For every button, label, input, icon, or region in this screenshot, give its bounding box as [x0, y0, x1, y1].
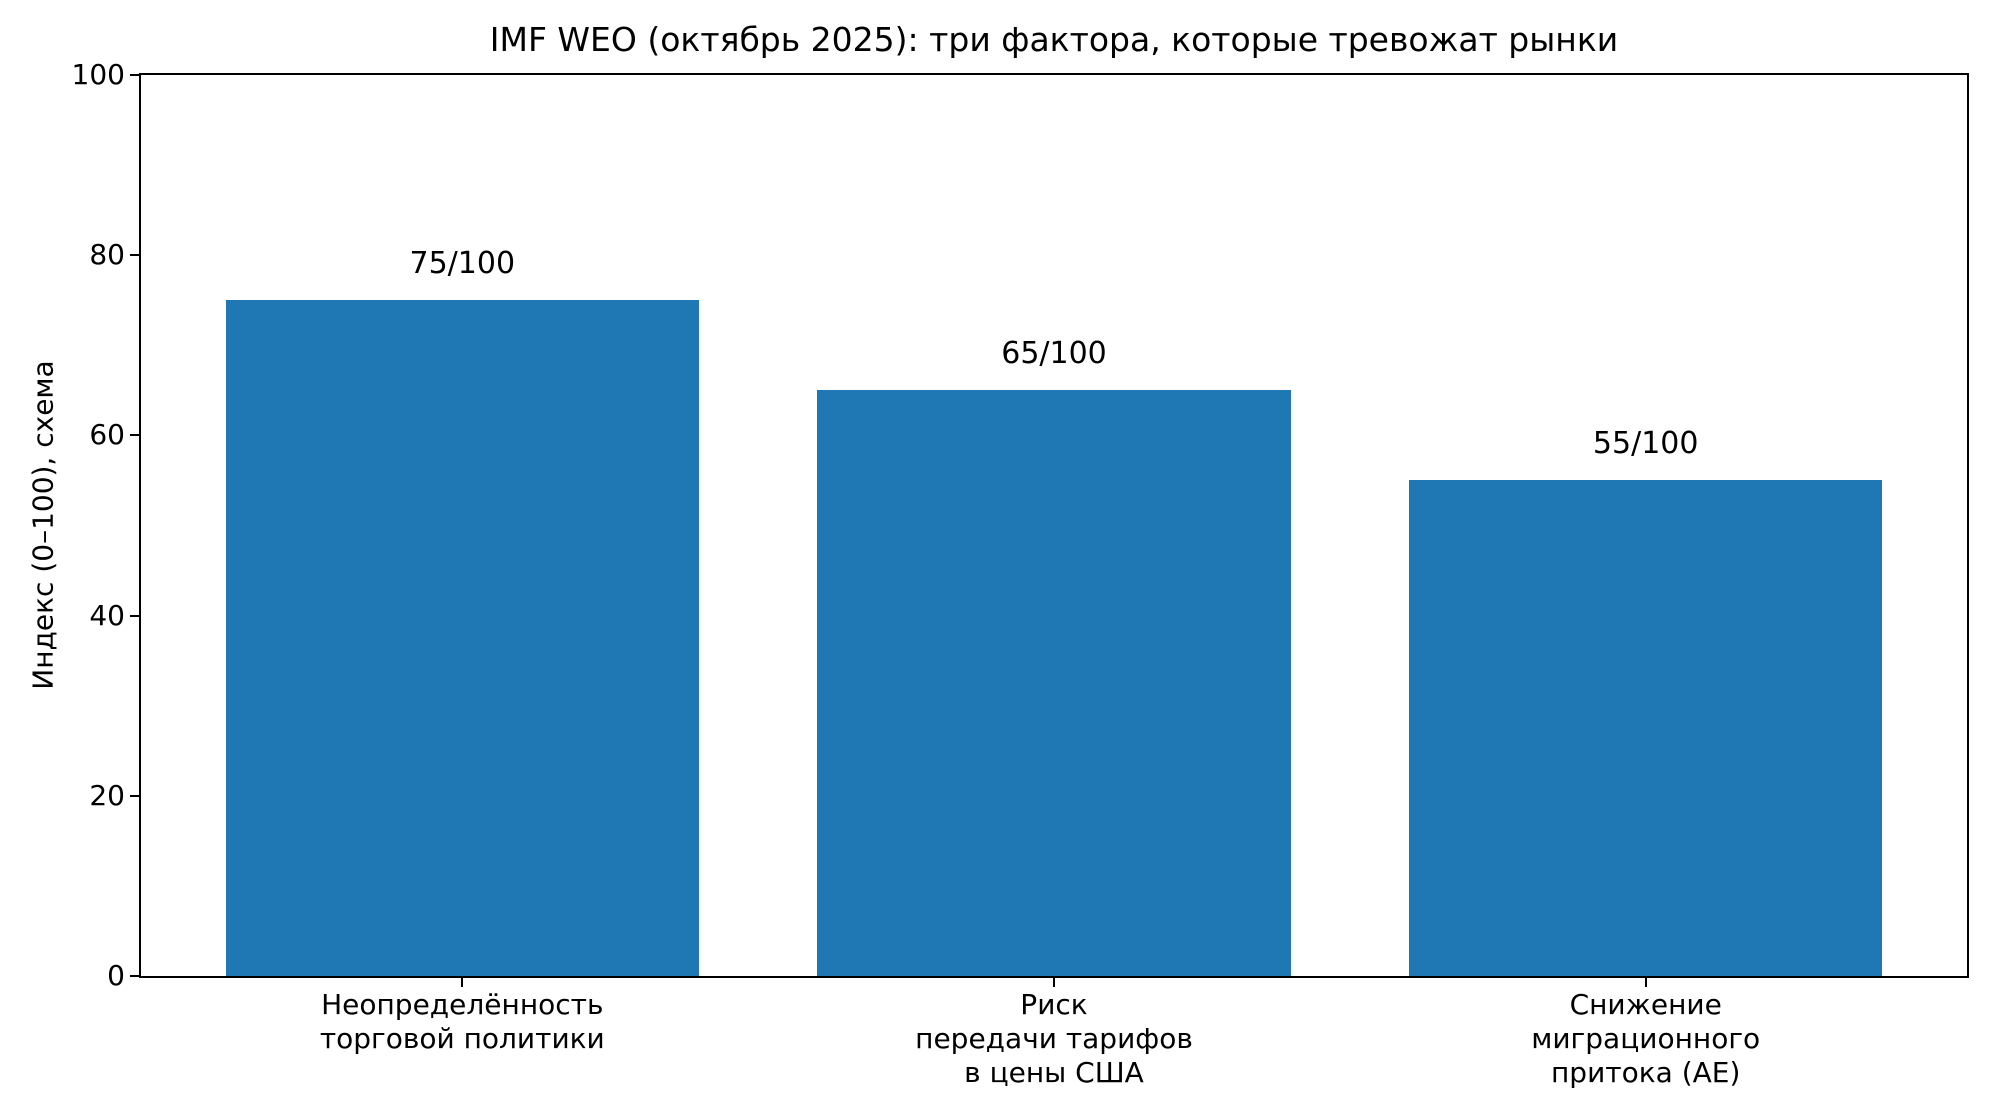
bar-value-label: 55/100: [1592, 426, 1699, 462]
x-tick-label: Риск передачи тарифов в цены США: [915, 988, 1193, 1089]
plot-area: 0 20 40 60 80 100 75/100 Неопределённость торго…: [72, 61, 1969, 1089]
y-tick-mark: [130, 614, 139, 617]
bar-value-label: 65/100: [1001, 336, 1107, 372]
y-tick-mark: [130, 434, 139, 437]
y-tick-label: 100: [71, 58, 125, 91]
x-tick-mark: [1053, 978, 1055, 987]
bar-value-label: 75/100: [409, 246, 516, 282]
x-tick-label: Снижение миграционного притока (AE): [1531, 988, 1761, 1089]
y-tick-label: 80: [89, 238, 125, 272]
y-tick-mark: [130, 74, 139, 76]
y-tick-mark: [130, 794, 139, 797]
chart-title: IMF WEO (октябрь 2025): три фактора, кот…: [489, 20, 1619, 59]
x-tick-label: Неопределённость торговой политики: [319, 988, 605, 1055]
y-tick-label: 0: [107, 959, 125, 992]
y-tick-mark: [130, 975, 139, 977]
y-tick-mark: [130, 254, 139, 257]
bar: [225, 300, 699, 976]
y-tick-label: 40: [89, 598, 125, 632]
y-tick-label: 60: [89, 418, 125, 452]
bar: [1409, 480, 1883, 976]
bar: [817, 390, 1291, 976]
x-tick-mark: [461, 978, 464, 987]
x-tick-mark: [1644, 978, 1647, 987]
y-tick-label: 20: [89, 778, 125, 812]
y-axis-label: Индекс (0–100), схема: [26, 360, 60, 690]
